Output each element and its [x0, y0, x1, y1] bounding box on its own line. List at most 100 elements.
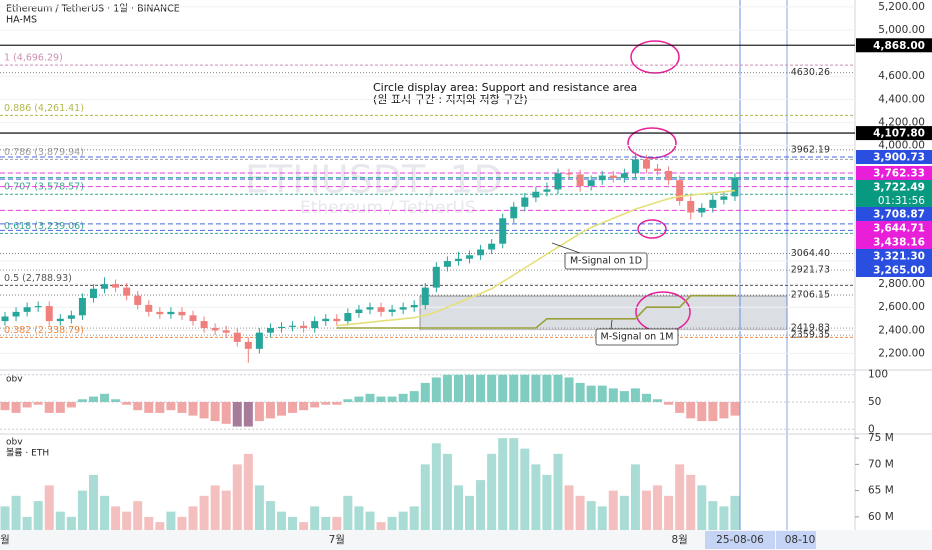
volume-bar: [641, 490, 651, 530]
volume-bar: [144, 516, 154, 530]
volume-bar: [177, 516, 187, 530]
candle-body: [698, 207, 706, 213]
candle-body: [156, 311, 164, 315]
volume-bar: [210, 485, 220, 530]
candle-body: [510, 206, 518, 219]
oscillator-bar: [44, 402, 54, 413]
panel-label: obv: [6, 438, 23, 448]
oscillator-bar: [608, 388, 618, 402]
candle-body: [587, 180, 595, 186]
y-tick-label: 4,000.00: [878, 140, 925, 152]
oscillator-bar: [730, 402, 740, 416]
candle-body: [731, 177, 739, 197]
volume-bar: [498, 438, 508, 530]
y-tick-label: 0: [868, 423, 875, 435]
volume-bar: [619, 495, 629, 530]
candle-body: [654, 168, 662, 171]
end-date: 08-10: [785, 534, 816, 546]
x-tick-label: 7월: [329, 534, 345, 546]
oscillator-bar: [564, 377, 574, 402]
oscillator-bar: [332, 402, 342, 405]
level-label: 2359.35: [791, 330, 830, 341]
fib-label: 1 (4,696.29): [4, 53, 63, 64]
price-tag-label: 3,265.00: [873, 264, 925, 276]
candle-body: [399, 307, 407, 310]
price-tag: [856, 38, 932, 53]
candle-body: [344, 313, 352, 322]
candle-body: [598, 175, 606, 181]
candle-body: [377, 307, 385, 312]
volume-bar: [675, 464, 685, 530]
oscillator-bar: [254, 402, 264, 422]
callout-box: [564, 252, 648, 270]
volume-bar: [730, 495, 740, 530]
chart-subtitle: HA-MS: [6, 15, 37, 26]
volume-bar: [343, 495, 353, 530]
oscillator-bar: [686, 402, 696, 419]
volume-bar: [420, 464, 430, 530]
volume-bar: [630, 464, 640, 530]
volume-bar: [686, 474, 696, 530]
price-tag-label: 3,438.16: [873, 236, 925, 248]
volume-bar: [332, 516, 342, 530]
volume-bar: [453, 485, 463, 530]
y-tick-label: 2,600.00: [878, 301, 925, 313]
candle-body: [687, 200, 695, 213]
legend-entry: M-Signal on 1D: [570, 256, 642, 267]
candle-body: [167, 311, 175, 315]
price-tag-label: 4,868.00: [873, 40, 925, 52]
price-tag-label: 3,900.73: [873, 152, 925, 164]
price-tag-label: 4,107.80: [873, 128, 925, 140]
y-tick-label: 5,000.00: [878, 24, 925, 36]
oscillator-bar: [177, 402, 187, 413]
watermark-sub: Ethereum / TetherUS: [300, 198, 476, 218]
candle-body: [12, 311, 20, 317]
candle-body: [289, 325, 297, 327]
oscillator-bar: [133, 402, 143, 411]
price-tag: [856, 234, 932, 249]
oscillator-bar: [310, 402, 320, 408]
oscillator-bar: [575, 382, 585, 402]
candle-body: [333, 318, 341, 322]
candle-body: [67, 315, 75, 319]
level-label: 2706.15: [791, 289, 830, 300]
oscillator-bar: [277, 402, 286, 416]
candle-body: [45, 306, 53, 322]
signal-line: [336, 189, 736, 327]
volume-bar: [265, 501, 275, 530]
circle-highlight: [627, 127, 677, 159]
candle-body: [454, 258, 462, 262]
cursor-date: 25-08-06: [716, 534, 764, 546]
price-tag-label: 3,644.71: [873, 222, 925, 234]
y-tick-label: 50: [868, 396, 881, 408]
candle-body: [499, 218, 507, 244]
y-tick-label: 65 M: [868, 485, 894, 497]
oscillator-bar: [144, 402, 154, 413]
candle-body: [78, 298, 86, 316]
y-tick-label: 70 M: [868, 458, 894, 470]
oscillator-bar: [155, 402, 165, 413]
oscillator-bar: [288, 402, 298, 413]
candle-body: [123, 287, 131, 296]
candle-body: [620, 173, 628, 178]
volume-bar: [697, 485, 707, 530]
candle-body: [576, 174, 584, 186]
candle-body: [101, 284, 109, 289]
y-tick-label: 5,200.00: [878, 1, 925, 13]
candle-body: [23, 307, 31, 312]
volume-bar: [365, 511, 375, 530]
candle-body: [322, 318, 330, 322]
volume-bar: [77, 490, 87, 530]
oscillator-bar: [553, 374, 563, 402]
oscillator-bar: [77, 399, 87, 402]
candle-body: [355, 309, 363, 314]
fib-label: 0.886 (4,261.41): [4, 103, 84, 114]
oscillator-bar: [675, 402, 685, 413]
volume-bar: [398, 511, 408, 530]
y-tick-label: 4,400.00: [878, 93, 925, 105]
countdown-tag: [856, 193, 932, 207]
volume-bar: [22, 516, 32, 530]
volume-bar: [0, 506, 10, 530]
price-tag: [856, 206, 932, 221]
level-label: 4630.26: [791, 67, 830, 78]
